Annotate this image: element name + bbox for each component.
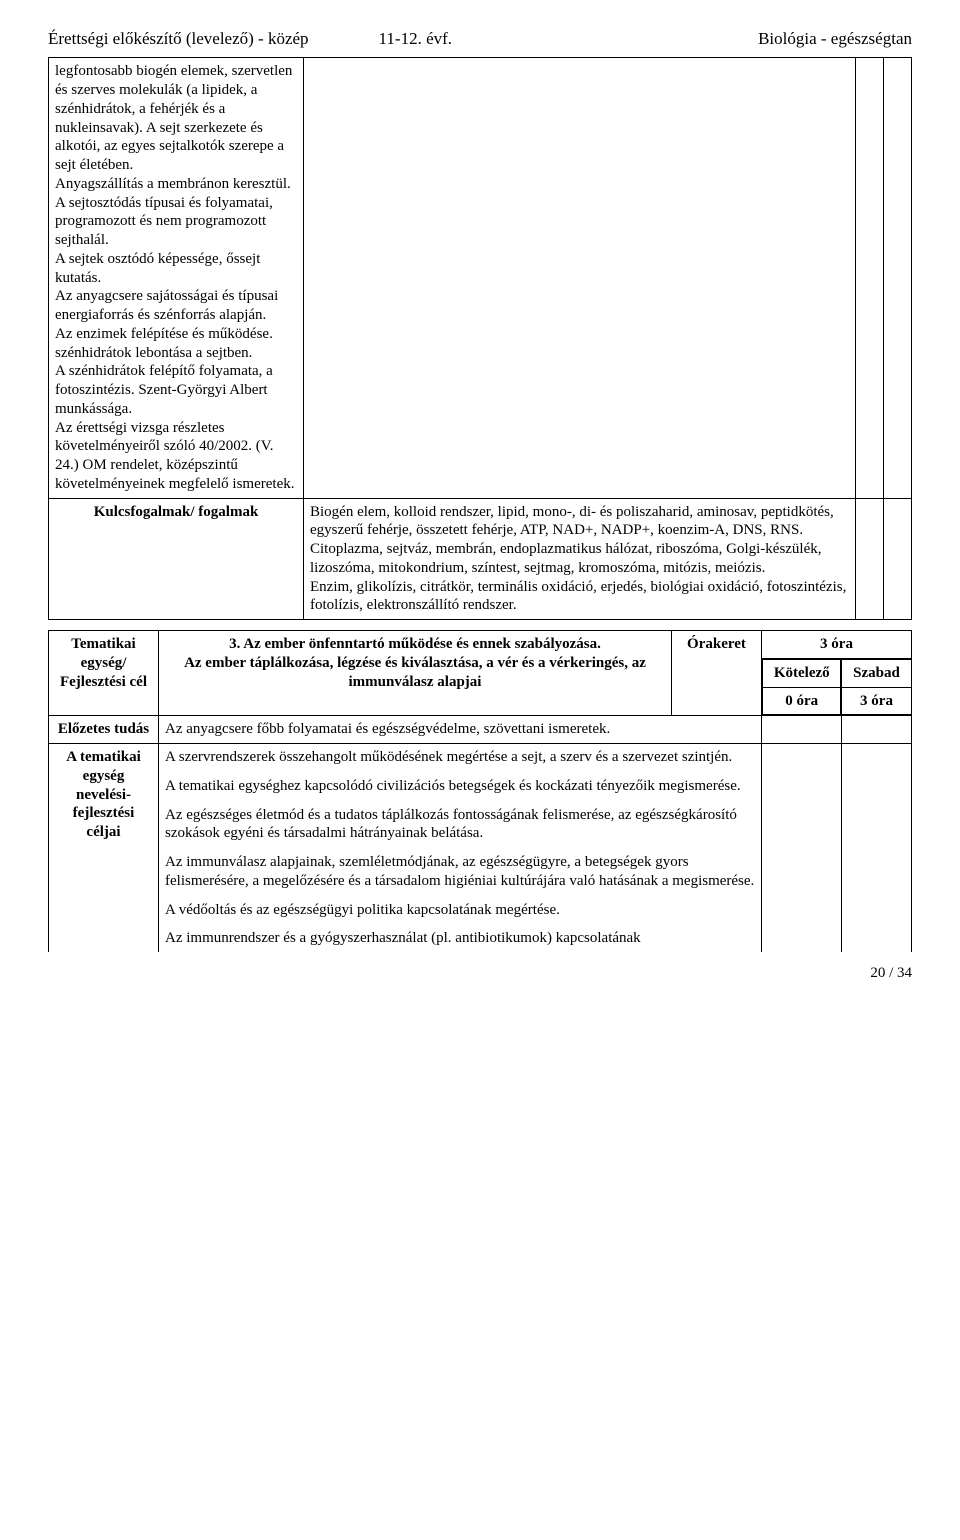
goals-content: A szervrendszerek összehangolt működésén…: [159, 744, 762, 953]
goal-p4: Az immunválasz alapjainak, szemléletmódj…: [165, 853, 755, 891]
kulcs-empty-2: [884, 498, 912, 620]
page-header: Érettségi előkészítő (levelező) - közép …: [48, 28, 912, 49]
elozetes-label: Előzetes tudás: [49, 716, 159, 744]
elozetes-empty-1: [761, 716, 841, 744]
goals-label: A tematikai egység nevelési-fejlesztési …: [49, 744, 159, 953]
goal-p5: A védőoltás és az egészségügyi politika …: [165, 901, 755, 920]
kotelezo-header: Kötelező: [762, 659, 841, 687]
kulcs-content: Biogén elem, kolloid rendszer, lipid, mo…: [304, 498, 856, 620]
goal-p6: Az immunrendszer és a gyógyszerhasználat…: [165, 929, 755, 948]
section-3-table: Tematikai egység/ Fejlesztési cél 3. Az …: [48, 630, 912, 952]
elozetes-empty-2: [841, 716, 911, 744]
orakeret-label: Órakeret: [671, 631, 761, 716]
header-subject: Biológia - egészségtan: [758, 28, 912, 49]
header-grade: 11-12. évf.: [379, 28, 453, 49]
goals-empty-1: [761, 744, 841, 953]
goal-p1: A szervrendszerek összehangolt működésén…: [165, 748, 755, 767]
block1-text: legfontosabb biogén elemek, szervetlen é…: [49, 58, 304, 498]
content-block-1: legfontosabb biogén elemek, szervetlen é…: [48, 57, 912, 620]
goal-p3: Az egészséges életmód és a tudatos táplá…: [165, 806, 755, 844]
block1-empty-1: [304, 58, 856, 498]
header-course: Érettségi előkészítő (levelező) - közép: [48, 28, 309, 49]
goal-p2: A tematikai egységhez kapcsolódó civiliz…: [165, 777, 755, 796]
elozetes-content: Az anyagcsere főbb folyamatai és egészsé…: [159, 716, 762, 744]
section-title: 3. Az ember önfenntartó működése és enne…: [159, 631, 672, 716]
goals-empty-2: [841, 744, 911, 953]
block1-empty-3: [884, 58, 912, 498]
kotelezo-value: 0 óra: [762, 687, 841, 715]
kulcs-label: Kulcsfogalmak/ fogalmak: [49, 498, 304, 620]
page-number: 20 / 34: [48, 964, 912, 983]
kulcs-empty-1: [856, 498, 884, 620]
szabad-value: 3 óra: [842, 687, 911, 715]
total-hours: 3 óra: [761, 631, 911, 659]
block1-empty-2: [856, 58, 884, 498]
szabad-header: Szabad: [842, 659, 911, 687]
tematikai-label: Tematikai egység/ Fejlesztési cél: [49, 631, 159, 716]
